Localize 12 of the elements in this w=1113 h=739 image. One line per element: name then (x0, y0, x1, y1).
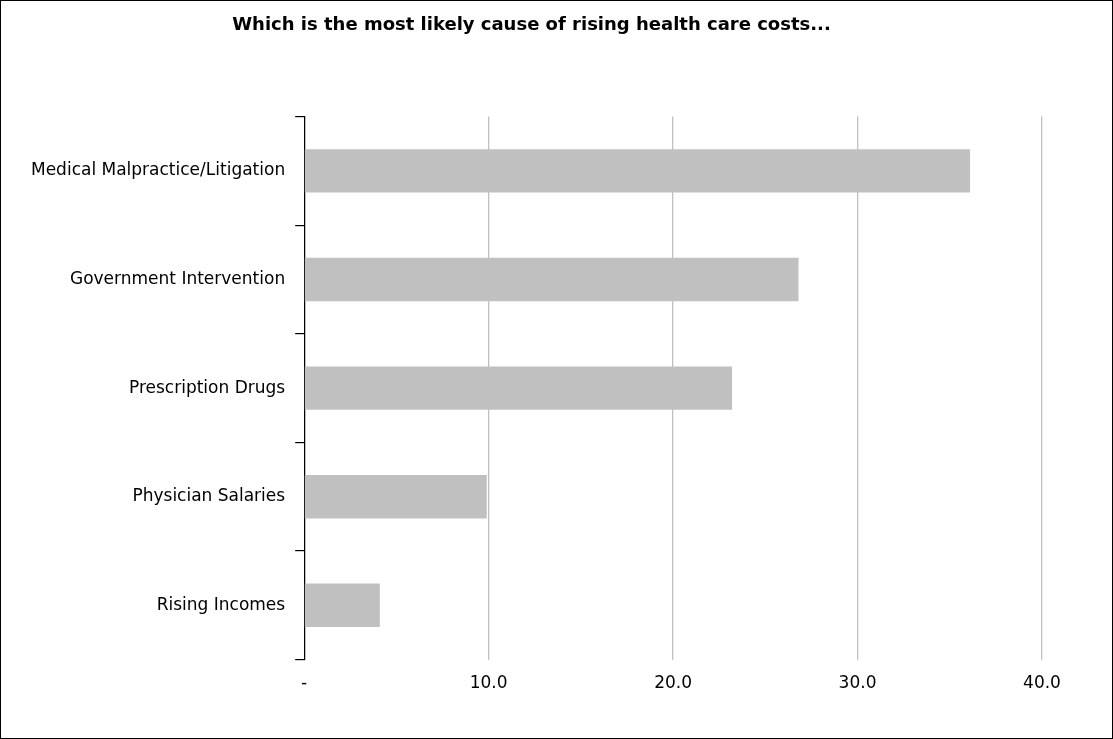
x-tick-label: 20.0 (654, 672, 693, 693)
x-tick-label: 40.0 (1023, 672, 1061, 693)
y-tick-label: Government Intervention (69, 267, 286, 288)
y-tick-label: Physician Salaries (132, 485, 286, 506)
x-tick-label: 30.0 (838, 672, 877, 693)
y-tick-label: Medical Malpractice/Litigation (30, 159, 286, 180)
y-tick-label: Rising Incomes (156, 593, 286, 614)
y-tick-label: Prescription Drugs (128, 376, 286, 397)
x-tick-label: 10.0 (469, 672, 508, 693)
x-tick-label: - (301, 672, 308, 693)
bar (304, 583, 380, 628)
chart-title: Which is the most likely cause of rising health care costs... (232, 13, 831, 35)
